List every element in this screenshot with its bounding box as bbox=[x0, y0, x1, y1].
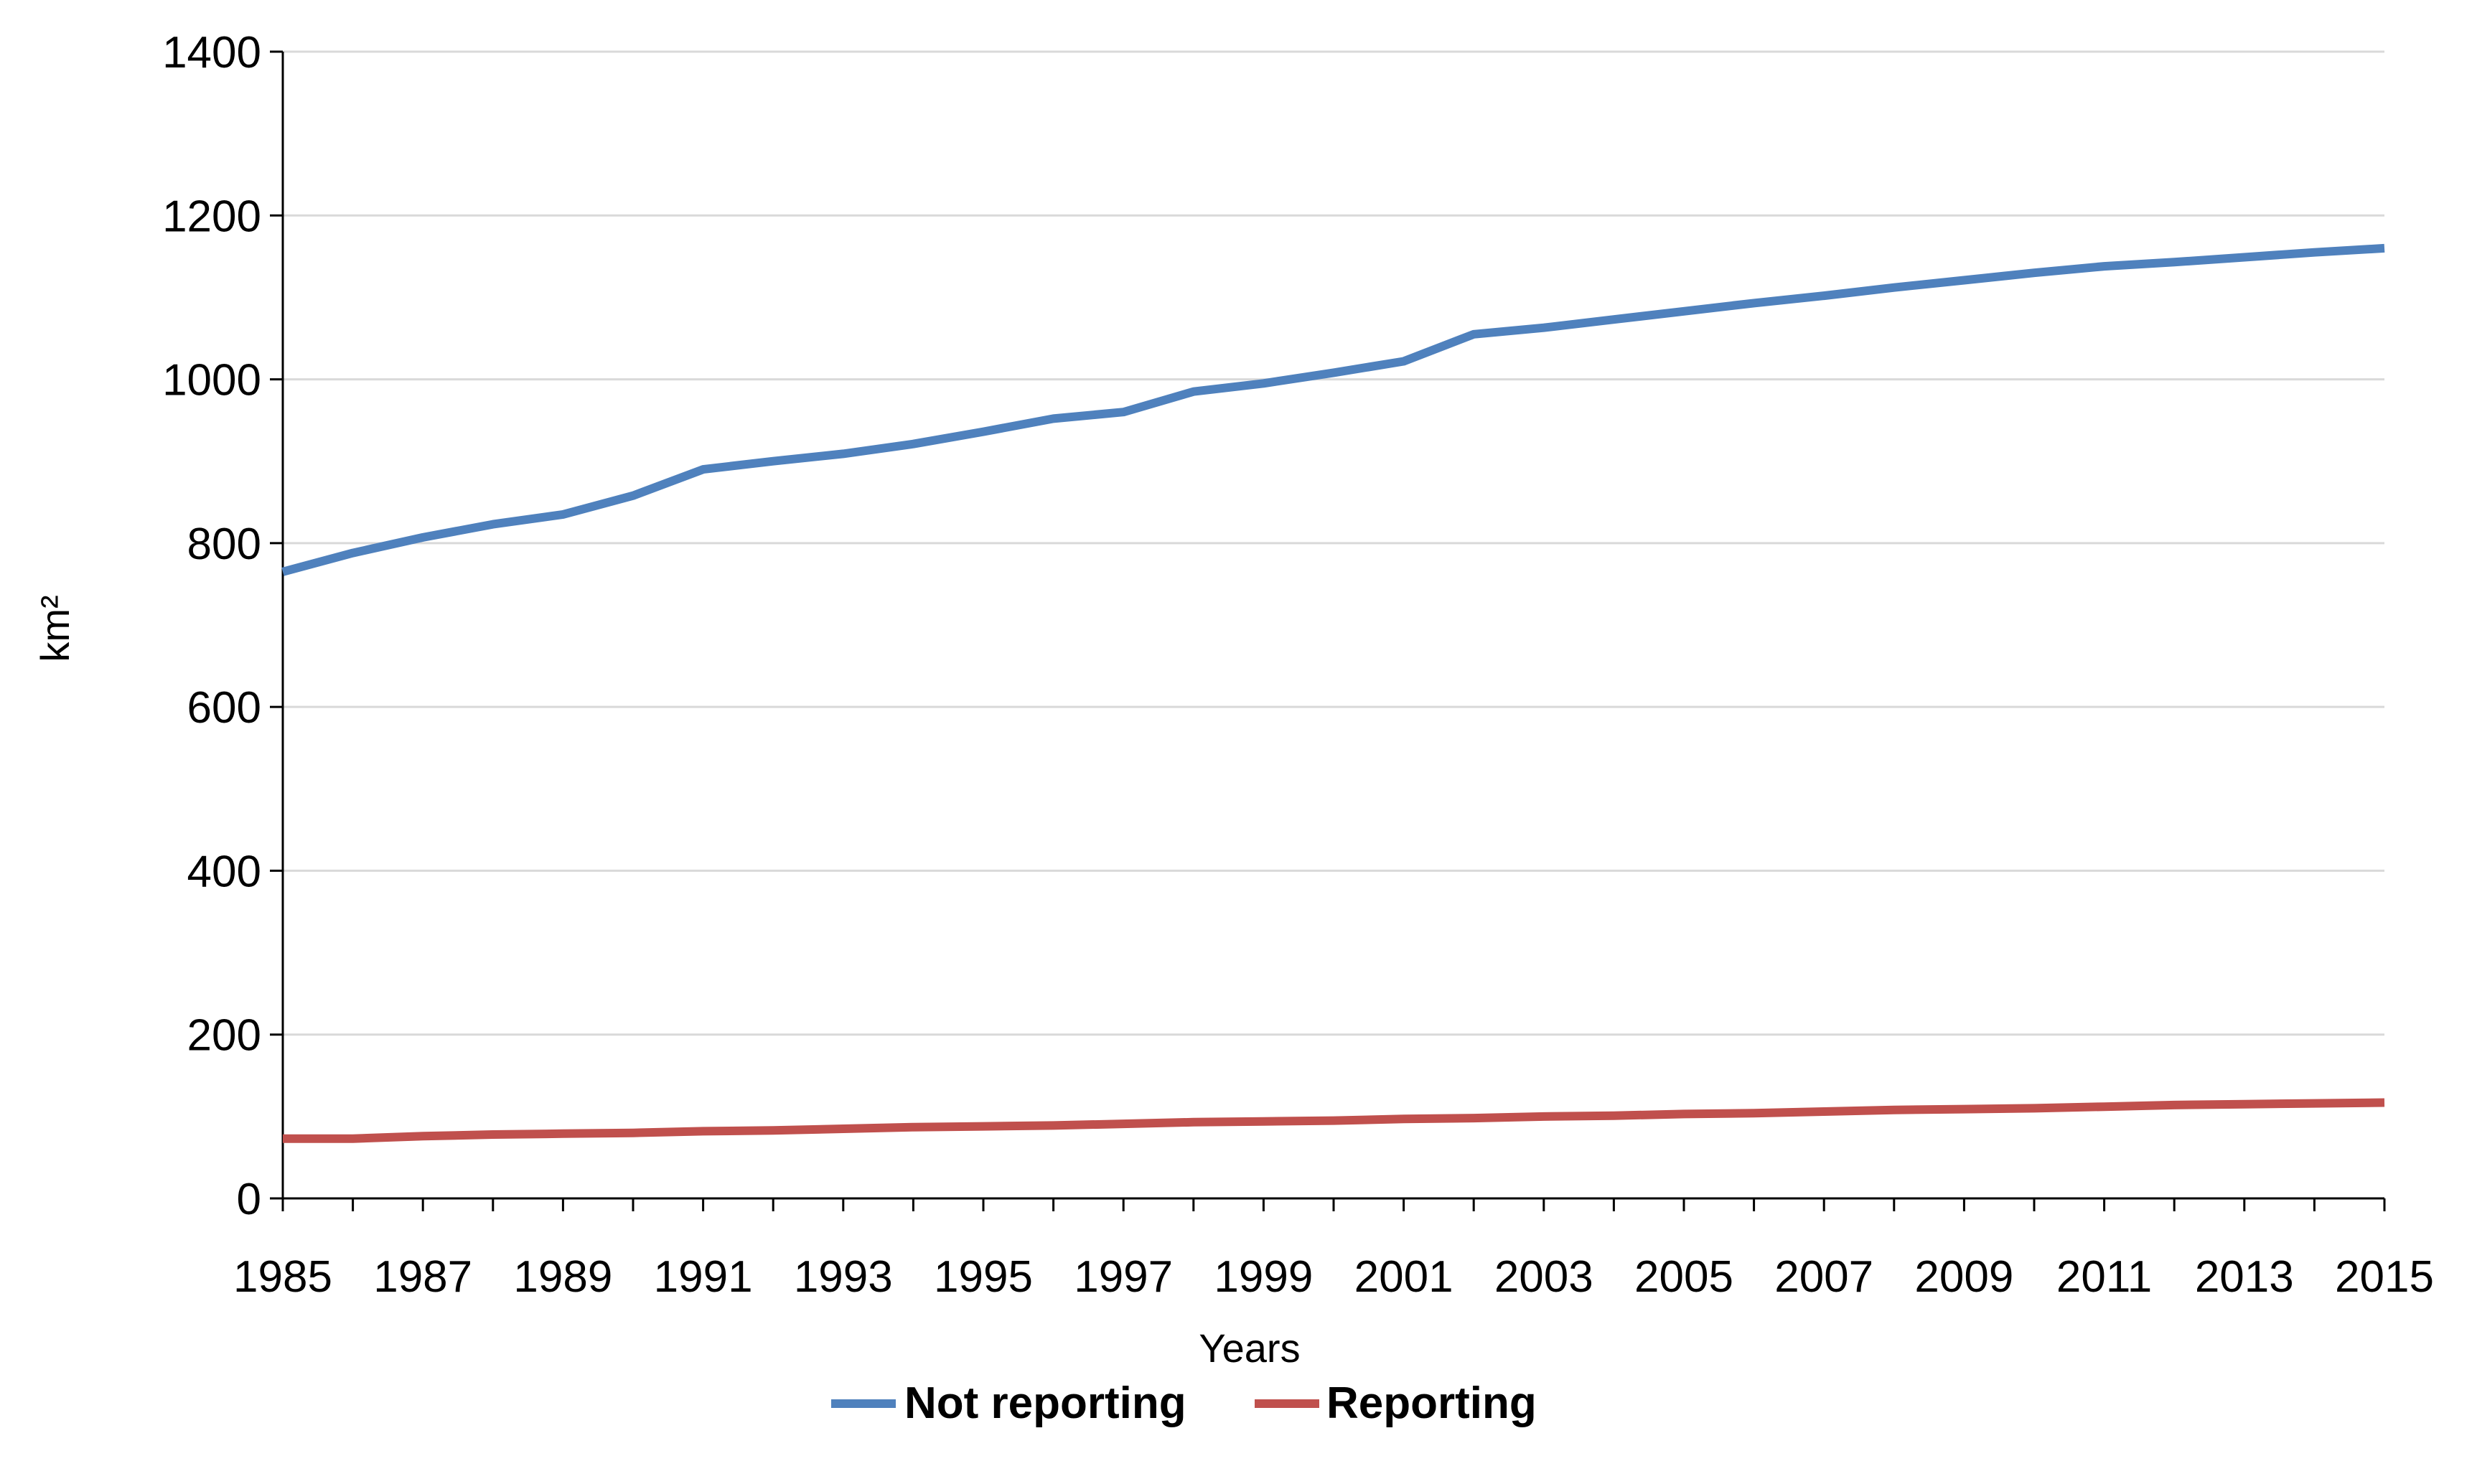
y-tick-label: 1200 bbox=[162, 192, 261, 241]
legend-label-0: Not reporting bbox=[904, 1379, 1186, 1428]
x-tick-label: 2003 bbox=[1494, 1252, 1593, 1302]
y-axis-ticks: 0 200 400 600 800 1000 1200 1400 bbox=[162, 28, 283, 1224]
y-tick-label: 400 bbox=[187, 847, 261, 896]
y-tick-label: 800 bbox=[187, 520, 261, 569]
x-tick-label: 2011 bbox=[2056, 1252, 2152, 1302]
x-tick-label: 2009 bbox=[1914, 1252, 2013, 1302]
x-tick-label: 1999 bbox=[1214, 1252, 1313, 1302]
y-tick-label: 600 bbox=[187, 683, 261, 733]
series-line-1 bbox=[283, 1098, 2385, 1143]
legend-label-1: Reporting bbox=[1326, 1379, 1537, 1428]
x-tick-label: 1985 bbox=[233, 1252, 332, 1302]
legend: Not reporting Reporting bbox=[831, 1379, 1537, 1428]
x-tick-label: 1989 bbox=[513, 1252, 612, 1302]
x-tick-label: 2007 bbox=[1774, 1252, 1873, 1302]
x-axis-label: Years bbox=[1199, 1325, 1300, 1371]
y-tick-label: 200 bbox=[187, 1011, 261, 1061]
y-tick-label: 1000 bbox=[162, 356, 261, 405]
x-tick-label: 1997 bbox=[1074, 1252, 1173, 1302]
x-tick-label: 2013 bbox=[2195, 1252, 2294, 1302]
x-axis-ticks: 1985 1987 1989 1991 1993 1995 1997 1999 2001 2003… bbox=[233, 1198, 2434, 1302]
y-tick-label: 0 bbox=[237, 1175, 261, 1224]
x-tick-label: 1993 bbox=[794, 1252, 893, 1302]
series-lines bbox=[281, 243, 2385, 1143]
gridlines bbox=[283, 50, 2384, 1036]
y-axis-label: km² bbox=[32, 595, 78, 662]
y-tick-label: 1400 bbox=[162, 28, 261, 78]
x-tick-label: 2015 bbox=[2335, 1252, 2434, 1302]
x-tick-label: 2005 bbox=[1634, 1252, 1733, 1302]
x-tick-label: 1995 bbox=[934, 1252, 1033, 1302]
x-tick-label: 2001 bbox=[1354, 1252, 1453, 1302]
x-tick-label: 1987 bbox=[373, 1252, 472, 1302]
series-line-0 bbox=[281, 243, 2385, 576]
axes bbox=[281, 52, 2384, 1200]
x-tick-label: 1991 bbox=[654, 1252, 753, 1302]
